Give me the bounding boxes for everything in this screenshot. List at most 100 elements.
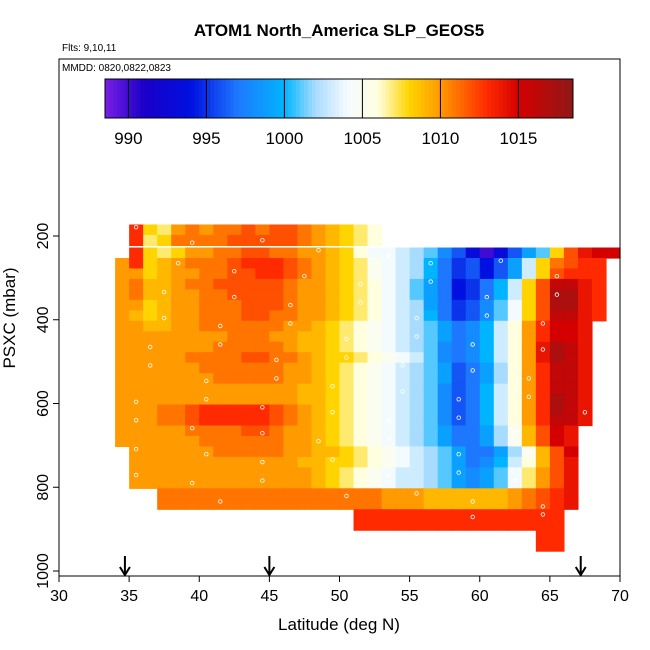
heat-cell	[493, 446, 509, 458]
observation-marker	[386, 253, 391, 258]
heat-cell	[507, 289, 523, 301]
heat-cell	[535, 415, 551, 427]
heat-cell	[577, 310, 593, 322]
heat-cell	[143, 247, 158, 259]
heat-cell	[283, 498, 299, 510]
heat-cell	[507, 352, 523, 364]
heat-cell	[115, 331, 130, 343]
heat-cell	[269, 331, 284, 343]
heat-cell	[507, 278, 523, 290]
observation-marker	[456, 470, 461, 475]
heat-cell	[437, 519, 453, 531]
heat-cell	[535, 498, 551, 510]
heat-cell	[437, 373, 453, 385]
heat-cell	[241, 404, 256, 416]
heat-cell	[143, 299, 158, 311]
heat-cell	[255, 394, 270, 406]
heat-cell	[297, 320, 313, 332]
heat-cell	[339, 394, 355, 406]
observation-marker	[470, 342, 475, 347]
heat-cell	[465, 415, 481, 427]
heat-cell	[129, 467, 144, 479]
heat-cell	[325, 341, 341, 353]
heat-cell	[507, 373, 523, 385]
x-tick-label: 70	[611, 588, 629, 605]
heat-cell	[549, 519, 565, 531]
heat-cell	[423, 519, 439, 531]
heat-cell	[353, 278, 369, 290]
heat-cell	[269, 373, 284, 385]
heat-cell	[185, 488, 200, 500]
heat-cell	[381, 257, 397, 270]
heat-cell	[479, 394, 495, 406]
heat-cell	[283, 299, 299, 311]
colorbar-segment	[374, 79, 379, 118]
heat-cell	[563, 435, 579, 448]
heat-cell	[255, 341, 270, 353]
heat-cell	[157, 446, 172, 458]
heat-cell	[381, 352, 397, 364]
heat-cell	[493, 289, 509, 301]
heat-cell	[283, 477, 299, 489]
heat-cell	[297, 446, 313, 458]
heat-cell	[577, 394, 593, 406]
colorbar-segment	[198, 79, 203, 118]
heat-cell	[535, 247, 551, 259]
heat-cell	[297, 488, 313, 500]
heat-cell	[493, 394, 509, 406]
heat-cell	[479, 383, 495, 395]
heat-cell	[255, 352, 270, 364]
heat-cell	[479, 278, 495, 290]
heat-cell	[339, 467, 355, 479]
observation-marker	[133, 446, 139, 452]
heat-cell	[549, 530, 565, 542]
heat-cell	[241, 257, 256, 270]
heat-cell	[297, 268, 313, 280]
colorbar: 990 995 1000 1005 1010 1015	[104, 78, 574, 148]
observation-marker	[400, 363, 405, 368]
heat-cell	[423, 456, 439, 468]
heat-cell	[297, 278, 313, 290]
heat-cell	[465, 477, 481, 489]
heat-cell	[199, 383, 214, 395]
observation-marker	[470, 514, 475, 520]
colorbar-segment	[315, 79, 320, 118]
observation-marker	[288, 302, 293, 308]
heat-cell	[339, 310, 355, 322]
heat-cell	[535, 540, 551, 552]
observation-marker	[218, 499, 223, 504]
heat-cell	[185, 362, 200, 374]
heat-cell	[507, 415, 523, 427]
heat-cell	[283, 394, 299, 406]
heat-cell	[535, 477, 551, 489]
colorbar-segment	[456, 79, 461, 118]
heat-cell	[325, 224, 341, 236]
heat-cell	[395, 415, 411, 427]
heat-cell	[157, 488, 172, 500]
observation-marker	[512, 431, 517, 436]
colorbar-segment	[510, 79, 515, 118]
heat-cell	[367, 320, 383, 332]
heat-cell	[451, 289, 467, 301]
colorbar-segment	[537, 79, 543, 118]
heat-cell	[521, 519, 537, 531]
heat-cell	[381, 509, 397, 521]
colorbar-segment	[155, 79, 161, 118]
heat-cell	[507, 467, 523, 479]
colorbar-segment	[467, 79, 473, 118]
heat-cell	[185, 289, 200, 301]
heat-cell	[591, 257, 607, 270]
heat-cell	[577, 257, 593, 270]
heat-cell	[143, 268, 158, 280]
heat-cell	[157, 383, 172, 395]
colorbar-segment	[389, 79, 395, 118]
colorbar-segment	[210, 79, 215, 118]
heat-cell	[535, 289, 551, 301]
heat-cell	[241, 425, 256, 437]
flights-label: Flts: 9,10,11	[62, 43, 117, 54]
heat-cell	[255, 498, 270, 510]
heat-cell	[339, 257, 355, 270]
heat-cell	[283, 456, 299, 468]
heat-cell	[185, 268, 200, 280]
heat-cell	[325, 247, 341, 259]
